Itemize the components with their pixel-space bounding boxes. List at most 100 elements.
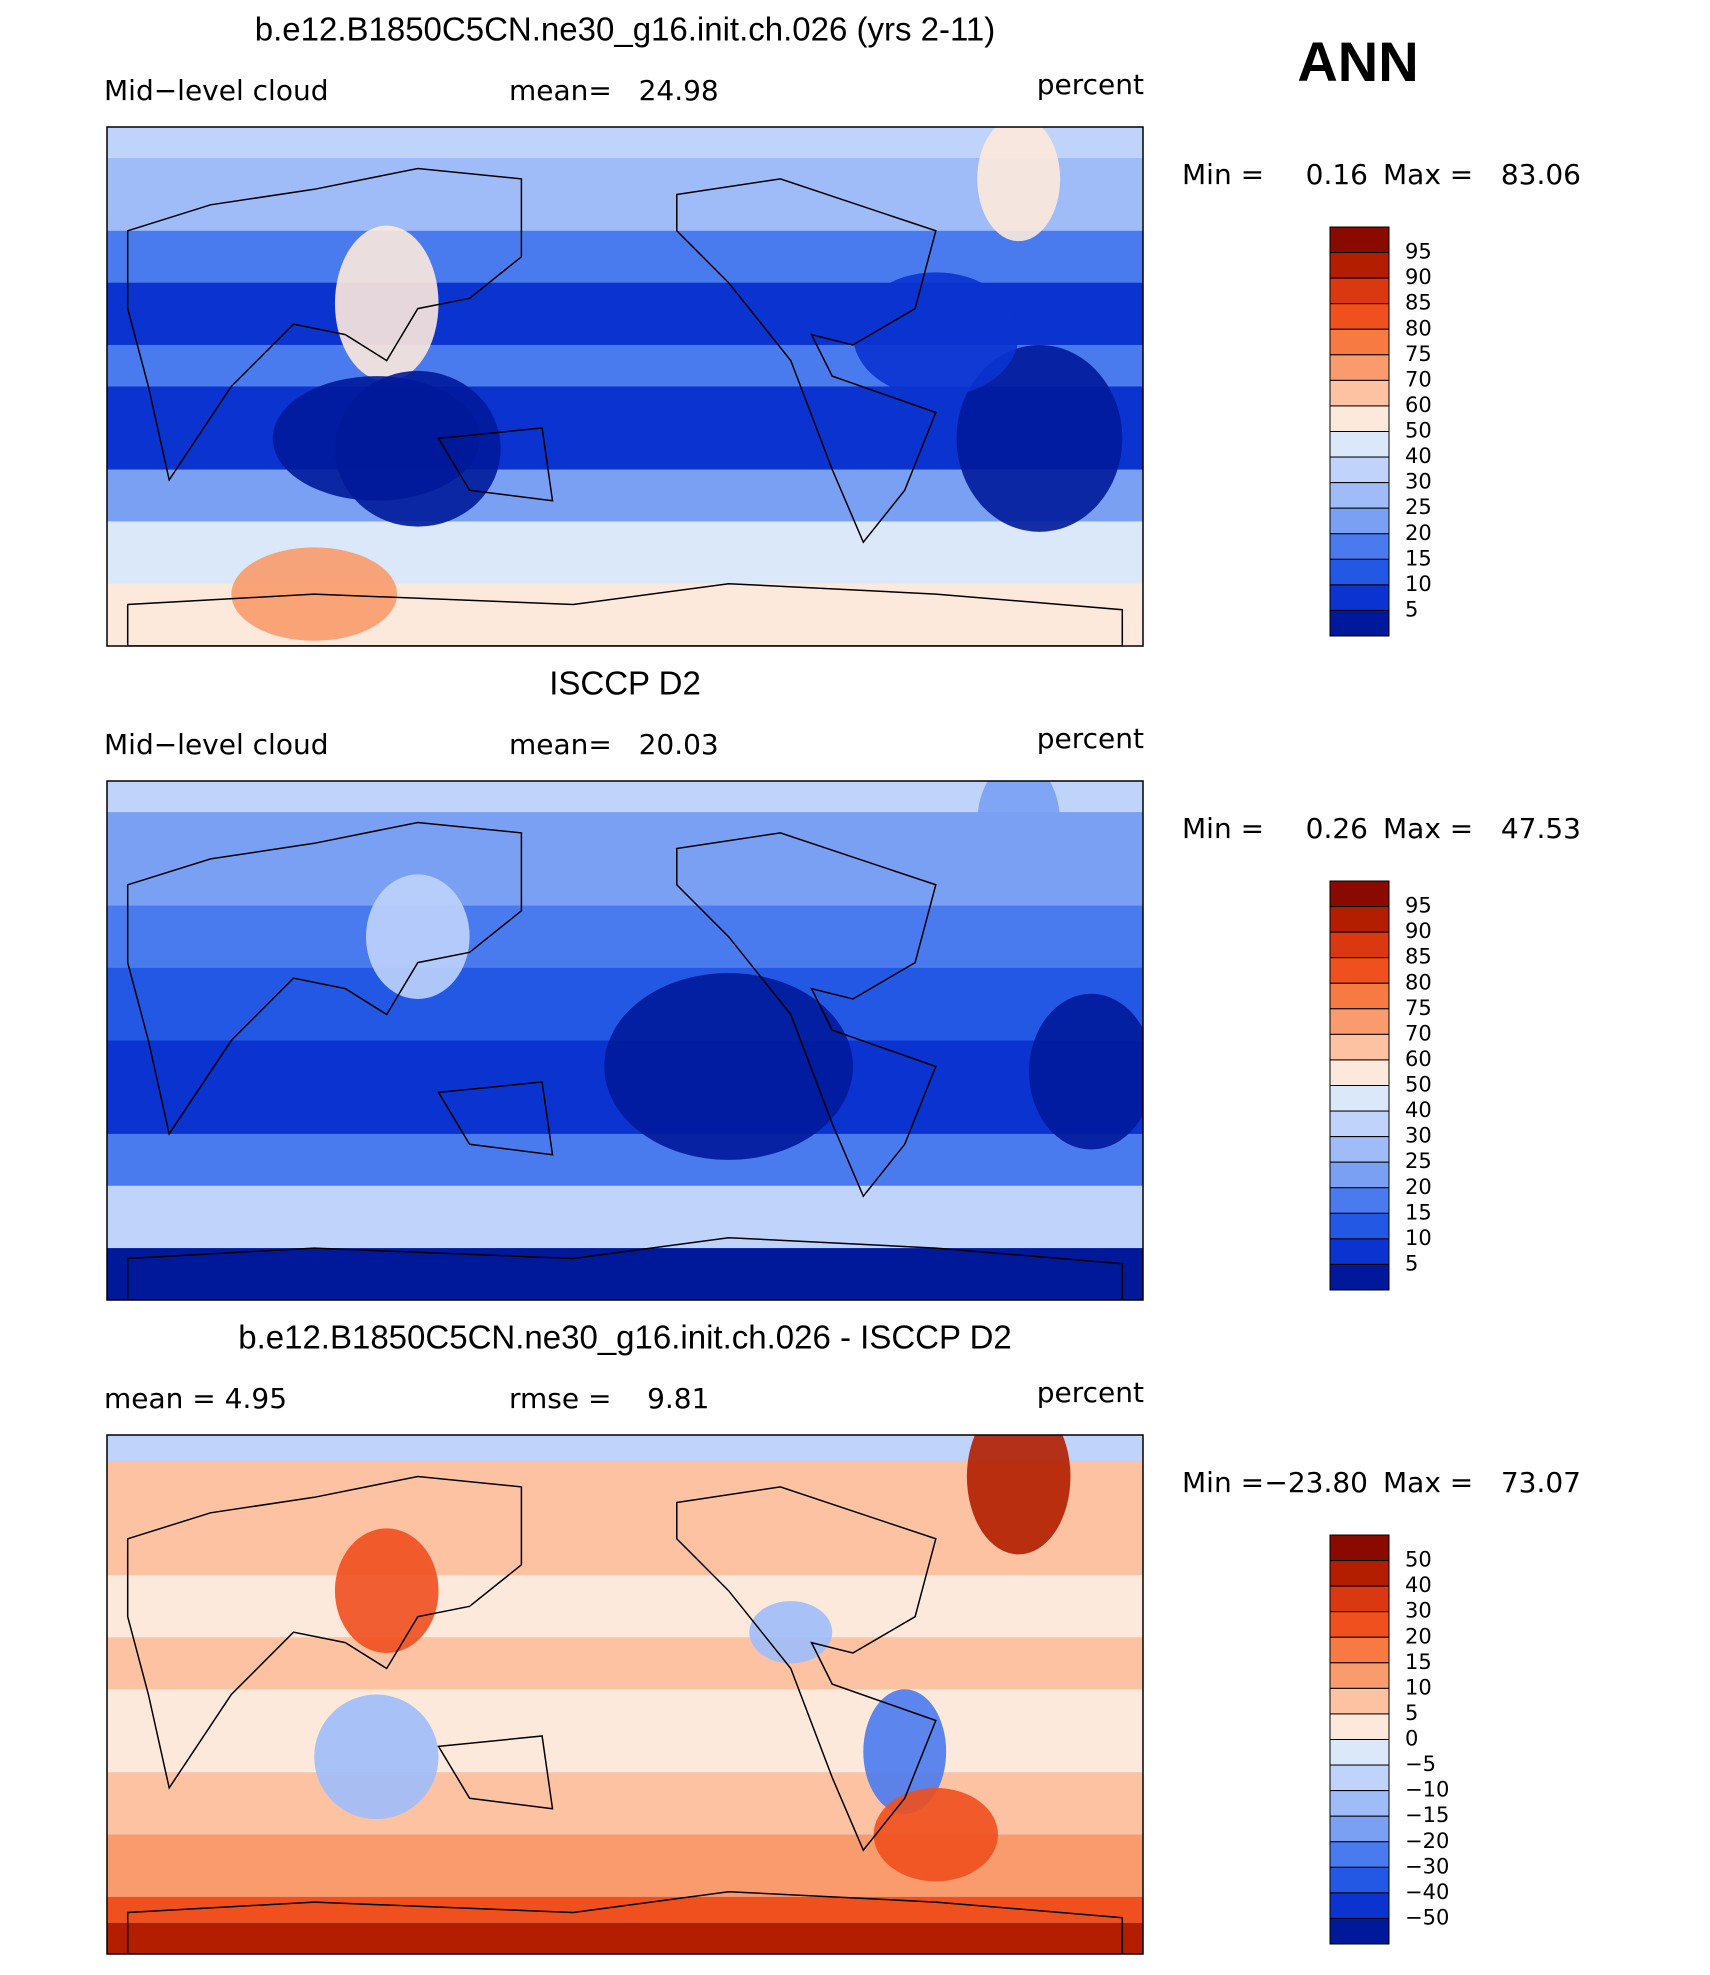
- min-value: −23.80: [1264, 1466, 1368, 1499]
- colorbar-box: [1329, 1534, 1390, 1562]
- panel-stat: rmse = 9.81: [509, 1382, 709, 1415]
- colorbar-label: −20: [1405, 1829, 1449, 1853]
- colorbar-box: [1329, 1815, 1390, 1843]
- colorbar-label: −15: [1405, 1803, 1449, 1827]
- colorbar-box: [1329, 1161, 1390, 1189]
- colorbar-label: 10: [1405, 572, 1432, 596]
- colorbar-box: [1329, 1033, 1390, 1061]
- colorbar-label: 50: [1405, 419, 1432, 443]
- coastline: [126, 582, 1124, 646]
- max-label: Max =: [1383, 1466, 1473, 1499]
- coastline: [437, 1735, 554, 1810]
- colorbar-label: 70: [1405, 1021, 1432, 1045]
- coastline: [437, 427, 554, 502]
- colorbar-box: [1329, 252, 1390, 279]
- coastline: [126, 1475, 523, 1790]
- colorbar-label: 80: [1405, 970, 1432, 994]
- colorbar-box: [1329, 1713, 1390, 1740]
- colorbar-label: 5: [1405, 1701, 1418, 1725]
- coastline: [126, 167, 523, 482]
- colorbar-box: [1329, 1187, 1390, 1214]
- colorbar-label: 75: [1405, 996, 1432, 1020]
- map-frame: [106, 126, 1144, 647]
- colorbar-label: −30: [1405, 1854, 1449, 1878]
- panel-left-label: Mid−level cloud: [104, 728, 328, 761]
- colorbar-box: [1329, 1085, 1390, 1112]
- colorbar-label: 85: [1405, 291, 1432, 315]
- colorbar-box: [1329, 1136, 1390, 1163]
- min-label: Min =: [1182, 1466, 1264, 1499]
- max-label: Max =: [1383, 158, 1473, 191]
- map: [106, 780, 1144, 1301]
- map: [106, 126, 1144, 647]
- coastline: [126, 1236, 1124, 1300]
- min-value: 0.26: [1306, 812, 1368, 845]
- map-field: [107, 127, 1143, 646]
- map-frame: [106, 1434, 1144, 1955]
- colorbar-box: [1329, 379, 1390, 407]
- colorbar-box: [1329, 1008, 1390, 1035]
- colorbar-box: [1329, 1892, 1390, 1919]
- colorbar-label: 5: [1405, 1251, 1418, 1275]
- colorbar-label: 40: [1405, 1573, 1432, 1597]
- colorbar-label: 25: [1405, 495, 1432, 519]
- colorbar-label: 85: [1405, 945, 1432, 969]
- min-label: Min =: [1182, 812, 1264, 845]
- colorbar-box: [1329, 957, 1390, 984]
- map-field: [107, 1435, 1143, 1954]
- colorbar-box: [1329, 431, 1390, 458]
- colorbar-box: [1329, 328, 1390, 356]
- field-band: [107, 1922, 1143, 1954]
- panel-left-label: Mid−level cloud: [104, 74, 328, 107]
- colorbar-label: 60: [1405, 1047, 1432, 1071]
- colorbar-label: −10: [1405, 1778, 1449, 1802]
- field-blob: [749, 1601, 833, 1664]
- colorbar-box: [1329, 354, 1390, 381]
- colorbar-box: [1329, 1636, 1390, 1664]
- min-value: 0.16: [1306, 158, 1368, 191]
- colorbar-label: 95: [1405, 240, 1432, 264]
- colorbar-box: [1329, 1739, 1390, 1766]
- colorbar-box: [1329, 1059, 1390, 1086]
- colorbar-box: [1329, 931, 1390, 959]
- field-blob: [604, 973, 853, 1160]
- colorbar-label: 50: [1405, 1073, 1432, 1097]
- colorbar-box: [1329, 1764, 1390, 1792]
- colorbar-box: [1329, 1841, 1390, 1868]
- colorbar-box: [1329, 1866, 1390, 1894]
- colorbar-box: [1329, 906, 1390, 933]
- field-blob: [873, 1787, 998, 1882]
- colorbar-label: 95: [1405, 894, 1432, 918]
- colorbar-box: [1329, 1560, 1390, 1587]
- colorbar-box: [1329, 609, 1390, 637]
- field-blob: [334, 370, 501, 527]
- field-blob: [334, 1528, 439, 1653]
- coastline: [676, 832, 937, 1198]
- field-band: [107, 781, 1143, 813]
- colorbar-box: [1329, 1238, 1390, 1265]
- colorbar-box: [1329, 533, 1390, 560]
- colorbar-label: 20: [1405, 1624, 1432, 1648]
- field-band: [107, 127, 1143, 159]
- field-blob: [956, 344, 1123, 532]
- colorbar-box: [1329, 482, 1390, 509]
- panel-title: b.e12.B1850C5CN.ne30_g16.init.ch.026 - I…: [238, 1319, 1012, 1356]
- colorbar-label: 40: [1405, 444, 1432, 468]
- colorbar-label: 20: [1405, 521, 1432, 545]
- map-field: [107, 781, 1143, 1300]
- colorbar-label: 90: [1405, 265, 1432, 289]
- max-value: 73.07: [1501, 1466, 1581, 1499]
- colorbar-label: −5: [1405, 1752, 1436, 1776]
- colorbar-label: 40: [1405, 1098, 1432, 1122]
- colorbar-box: [1329, 584, 1390, 611]
- colorbar-box: [1329, 405, 1390, 432]
- panel-units: percent: [1037, 722, 1144, 755]
- colorbar-box: [1329, 1110, 1390, 1138]
- colorbar-label: 25: [1405, 1149, 1432, 1173]
- colorbar-box: [1329, 558, 1390, 586]
- coastline: [126, 821, 523, 1136]
- colorbar-label: 10: [1405, 1226, 1432, 1250]
- colorbar-label: 15: [1405, 1650, 1432, 1674]
- coastline: [437, 1081, 554, 1156]
